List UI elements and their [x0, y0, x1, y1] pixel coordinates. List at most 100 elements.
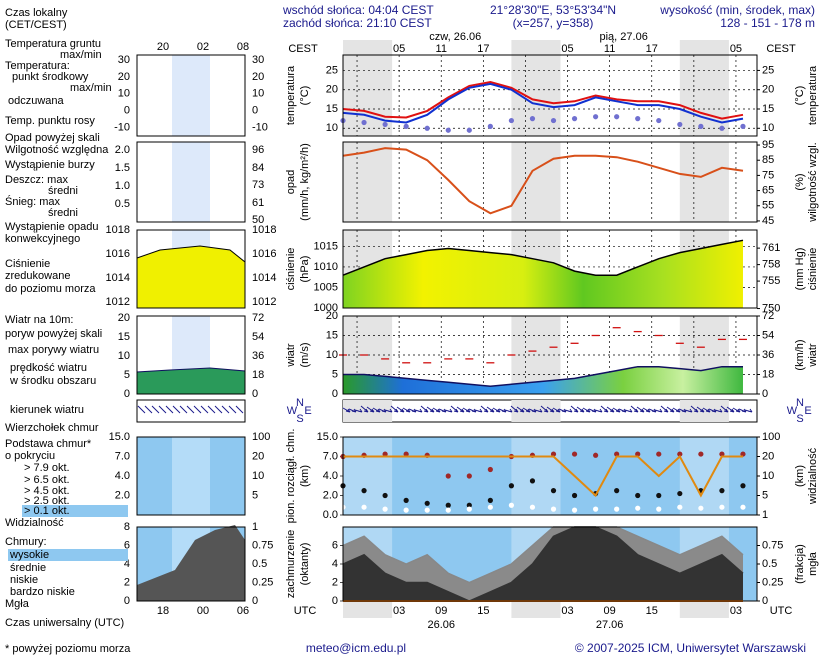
y-axis-label: opad: [285, 170, 297, 194]
y-axis-label: (hPa): [299, 256, 311, 283]
night-band: [343, 437, 393, 515]
y2-tick-label: 750: [762, 302, 780, 314]
data-dot: [698, 505, 704, 511]
mini-tick-label: 20: [118, 71, 130, 83]
copyright: © 2007-2025 ICM, Uniwersytet Warszawski: [575, 641, 806, 655]
mini-tick-label: 1: [252, 521, 258, 533]
y-tick-label: 10: [326, 349, 338, 361]
y-axis-label: (m/s): [299, 342, 311, 367]
direction-arrow: [696, 406, 705, 413]
data-dot: [656, 451, 662, 457]
area-fill: [343, 366, 743, 394]
y-tick-label: 7.0: [323, 450, 338, 462]
y2-axis-label: (%): [794, 173, 806, 190]
y-tick-label: 1010: [314, 261, 338, 273]
legend-text: > 6.5 okt.: [24, 474, 70, 486]
legend-text: > 7.9 okt.: [24, 462, 70, 474]
series-line: [342, 147, 744, 215]
day-label: 27.06: [596, 619, 624, 631]
mini-tick-label: 1018: [106, 224, 130, 236]
legend-highlight: [8, 549, 128, 561]
data-dot: [550, 451, 557, 457]
direction-arrow: [600, 405, 609, 413]
direction-arrow: [726, 406, 735, 413]
y2-tick-label: 65: [762, 184, 774, 196]
y2-tick-label: 75: [762, 169, 774, 181]
series-line: [342, 80, 744, 120]
legend-text: Widzialność: [5, 517, 64, 529]
data-dot: [614, 488, 620, 494]
y-tick-label: 6: [332, 539, 338, 551]
direction-arrow: [444, 408, 453, 413]
direction-arrow: [672, 407, 681, 413]
data-dot: [424, 507, 430, 513]
y-tick-label: 1015: [314, 240, 338, 252]
data-dot: [445, 507, 451, 513]
y-tick-label: 2: [332, 576, 338, 588]
direction-arrow: [193, 405, 202, 414]
night-band: [511, 142, 561, 222]
mini-tick-label: 1016: [252, 248, 276, 260]
direction-arrow: [564, 408, 573, 413]
y-axis-label: (oktanty): [299, 543, 311, 586]
coordinates: 21°28'30"E, 53°53'34"N: [490, 3, 616, 17]
local-tick-label: 08: [237, 41, 249, 53]
data-dot: [740, 451, 746, 457]
mini-tick-label: 8: [124, 521, 130, 533]
mini-tick-label: 73: [252, 179, 264, 191]
y-tick-label: 10: [326, 122, 338, 134]
y-axis-label: wiatr: [285, 343, 297, 368]
mini-tick-label: 10: [118, 88, 130, 100]
mini-tick-label: 4: [124, 558, 130, 570]
utc-tick-label: 15: [646, 605, 658, 617]
data-dot: [529, 504, 536, 510]
y2-tick-label: 20: [762, 450, 774, 462]
mini-tick-label: 0.5: [115, 198, 130, 210]
direction-arrow: [462, 407, 471, 413]
legend-text: Wierzchołek chmur: [5, 422, 99, 434]
data-dot: [656, 492, 662, 499]
data-dot: [719, 504, 725, 510]
data-dot: [550, 117, 557, 124]
panel-background: [343, 437, 757, 515]
series-line: [343, 454, 743, 498]
y-tick-label: 1000: [314, 302, 338, 314]
mini-tick-label: -10: [252, 121, 268, 133]
y2-axis-label: widzialność: [807, 447, 819, 505]
legend-text: Chmury:: [5, 536, 47, 548]
mini-direction: [136, 399, 246, 423]
data-dot: [593, 114, 599, 120]
mini-tick-label: 6: [124, 539, 130, 551]
data-dot: [635, 451, 641, 457]
legend-text: Wystąpienie burzy: [5, 159, 95, 171]
mini-tick-label: 100: [252, 431, 270, 443]
footnote: * powyżej poziomu morza: [5, 643, 131, 655]
mini-tick-label: 4.0: [115, 470, 130, 482]
direction-arrow: [690, 405, 699, 413]
night-band: [679, 55, 729, 136]
legend-text: Wiatr na 10m:: [5, 314, 73, 326]
direction-arrow: [228, 405, 237, 414]
legend-text: max porywy wiatru: [8, 344, 99, 356]
direction-arrow: [137, 405, 146, 414]
legend-text: Deszcz: max: [5, 174, 68, 186]
mini-pressure: [136, 245, 246, 309]
data-dot: [361, 488, 367, 494]
y2-tick-label: 0.75: [762, 539, 783, 551]
y2-tick-label: 25: [762, 64, 774, 76]
legend-text: Ciśnienie: [5, 258, 50, 270]
grid-point: (x=257, y=358): [513, 16, 594, 30]
direction-arrow: [630, 405, 639, 413]
direction-arrow: [666, 406, 675, 413]
mini-tick-label: 10: [252, 88, 264, 100]
direction-arrow: [534, 408, 543, 413]
legend-text: Wystąpienie opadu: [5, 221, 98, 233]
mini-tick-label: 1014: [106, 272, 130, 284]
data-dot: [698, 123, 704, 129]
y2-tick-label: 0: [762, 388, 768, 400]
y2-tick-label: 755: [762, 275, 780, 287]
mini-tick-label: 20: [252, 71, 264, 83]
direction-arrow: [594, 408, 603, 413]
mini-tick-label: 30: [252, 54, 264, 66]
